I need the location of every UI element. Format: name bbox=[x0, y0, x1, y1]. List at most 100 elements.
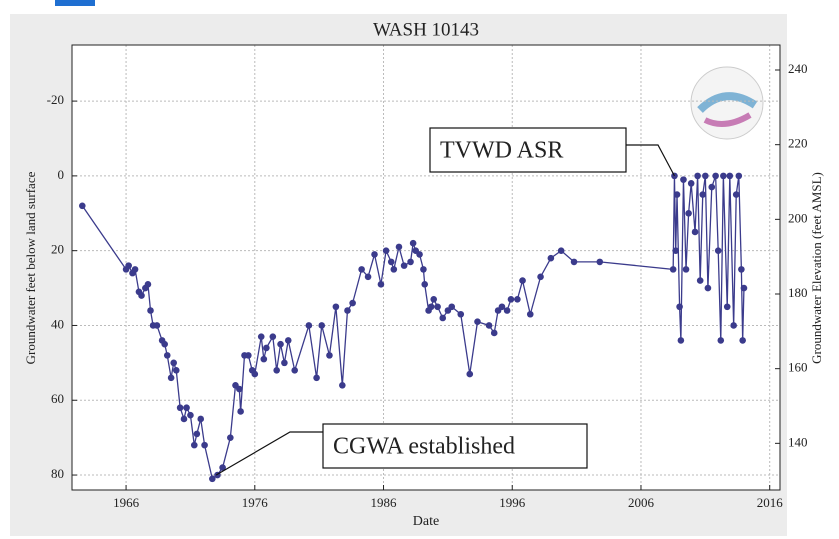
data-point bbox=[281, 359, 288, 367]
data-point bbox=[669, 266, 677, 273]
data-point bbox=[738, 266, 745, 273]
data-point bbox=[691, 228, 699, 236]
data-point bbox=[702, 172, 709, 180]
data-point bbox=[514, 295, 521, 303]
data-point bbox=[284, 337, 292, 344]
y-tick-label: -20 bbox=[47, 92, 64, 107]
data-point bbox=[699, 191, 707, 198]
annotation-text: TVWD ASR bbox=[440, 138, 563, 164]
data-point bbox=[260, 355, 268, 363]
data-point bbox=[339, 381, 346, 389]
data-point bbox=[170, 359, 177, 367]
chart-title: WASH 10143 bbox=[373, 19, 479, 40]
data-point bbox=[704, 284, 712, 292]
data-point bbox=[498, 303, 506, 311]
data-point bbox=[726, 172, 734, 180]
data-point bbox=[490, 329, 498, 337]
data-point bbox=[183, 404, 190, 412]
y2-tick-label: 200 bbox=[788, 210, 808, 225]
data-point bbox=[172, 367, 180, 374]
data-point bbox=[448, 303, 456, 311]
annotation-arrow bbox=[215, 431, 323, 476]
x-tick-label: 1966 bbox=[113, 495, 140, 510]
data-point bbox=[547, 254, 555, 262]
data-point bbox=[557, 247, 565, 254]
data-point bbox=[193, 430, 201, 438]
data-point bbox=[503, 307, 511, 314]
data-point bbox=[358, 266, 365, 273]
data-point bbox=[694, 172, 701, 180]
data-point bbox=[273, 367, 280, 374]
y2-tick-label: 240 bbox=[788, 61, 808, 76]
data-point bbox=[421, 281, 429, 288]
data-point bbox=[78, 202, 86, 210]
y2-axis-label: Groundwater Elevation (feet AMSL) bbox=[809, 172, 824, 364]
data-point bbox=[507, 295, 515, 303]
x-tick-label: 2006 bbox=[628, 495, 655, 510]
y-tick-label: 40 bbox=[51, 316, 64, 331]
data-point bbox=[344, 307, 351, 314]
data-point bbox=[277, 340, 284, 348]
data-point bbox=[427, 303, 435, 311]
data-point bbox=[180, 415, 188, 423]
data-point bbox=[382, 247, 390, 254]
data-point bbox=[197, 415, 205, 423]
data-point bbox=[263, 344, 270, 352]
data-point bbox=[371, 251, 378, 258]
data-point bbox=[570, 258, 578, 266]
data-point bbox=[201, 441, 208, 449]
data-point bbox=[131, 266, 139, 273]
x-tick-label: 1996 bbox=[499, 495, 526, 510]
data-point bbox=[377, 281, 385, 288]
x-tick-label: 2016 bbox=[757, 495, 784, 510]
y2-tick-label: 220 bbox=[788, 136, 808, 151]
data-point bbox=[313, 374, 320, 382]
data-point bbox=[420, 266, 427, 273]
data-point bbox=[735, 172, 743, 180]
data-point bbox=[236, 385, 243, 393]
data-point bbox=[147, 307, 154, 314]
data-point bbox=[227, 434, 234, 441]
data-point bbox=[673, 191, 681, 198]
data-point bbox=[318, 322, 326, 329]
data-point bbox=[176, 404, 184, 412]
data-point bbox=[332, 303, 340, 311]
header-fragment bbox=[55, 0, 95, 6]
annotation-box bbox=[322, 423, 588, 469]
x-axis-label: Date bbox=[413, 514, 439, 529]
data-point bbox=[257, 333, 265, 340]
data-point bbox=[676, 303, 683, 311]
data-point bbox=[526, 310, 534, 318]
data-point bbox=[596, 258, 604, 266]
data-point bbox=[680, 176, 687, 183]
data-point bbox=[395, 243, 403, 251]
data-point bbox=[400, 262, 408, 269]
x-tick-label: 1986 bbox=[371, 495, 398, 510]
data-point bbox=[251, 370, 259, 378]
data-point bbox=[730, 322, 737, 329]
data-point bbox=[138, 292, 145, 299]
data-point bbox=[685, 209, 692, 217]
data-point bbox=[740, 284, 748, 292]
annotation-box bbox=[429, 127, 627, 173]
y-tick-label: 80 bbox=[51, 466, 64, 481]
data-point bbox=[732, 191, 740, 198]
data-point bbox=[409, 239, 417, 247]
data-point bbox=[682, 266, 690, 273]
data-point bbox=[161, 340, 168, 348]
data-point bbox=[153, 322, 161, 329]
data-point bbox=[677, 337, 685, 344]
data-point bbox=[485, 322, 493, 329]
data-point bbox=[163, 352, 171, 359]
data-point bbox=[237, 408, 244, 415]
data-point bbox=[390, 266, 398, 273]
data-point bbox=[537, 273, 544, 281]
data-point bbox=[305, 322, 313, 329]
data-point bbox=[187, 411, 194, 419]
data-point bbox=[387, 258, 395, 266]
data-point bbox=[672, 247, 680, 254]
plot-frame bbox=[71, 44, 781, 491]
logo bbox=[690, 66, 764, 140]
annotation-text: CGWA established bbox=[333, 434, 515, 460]
